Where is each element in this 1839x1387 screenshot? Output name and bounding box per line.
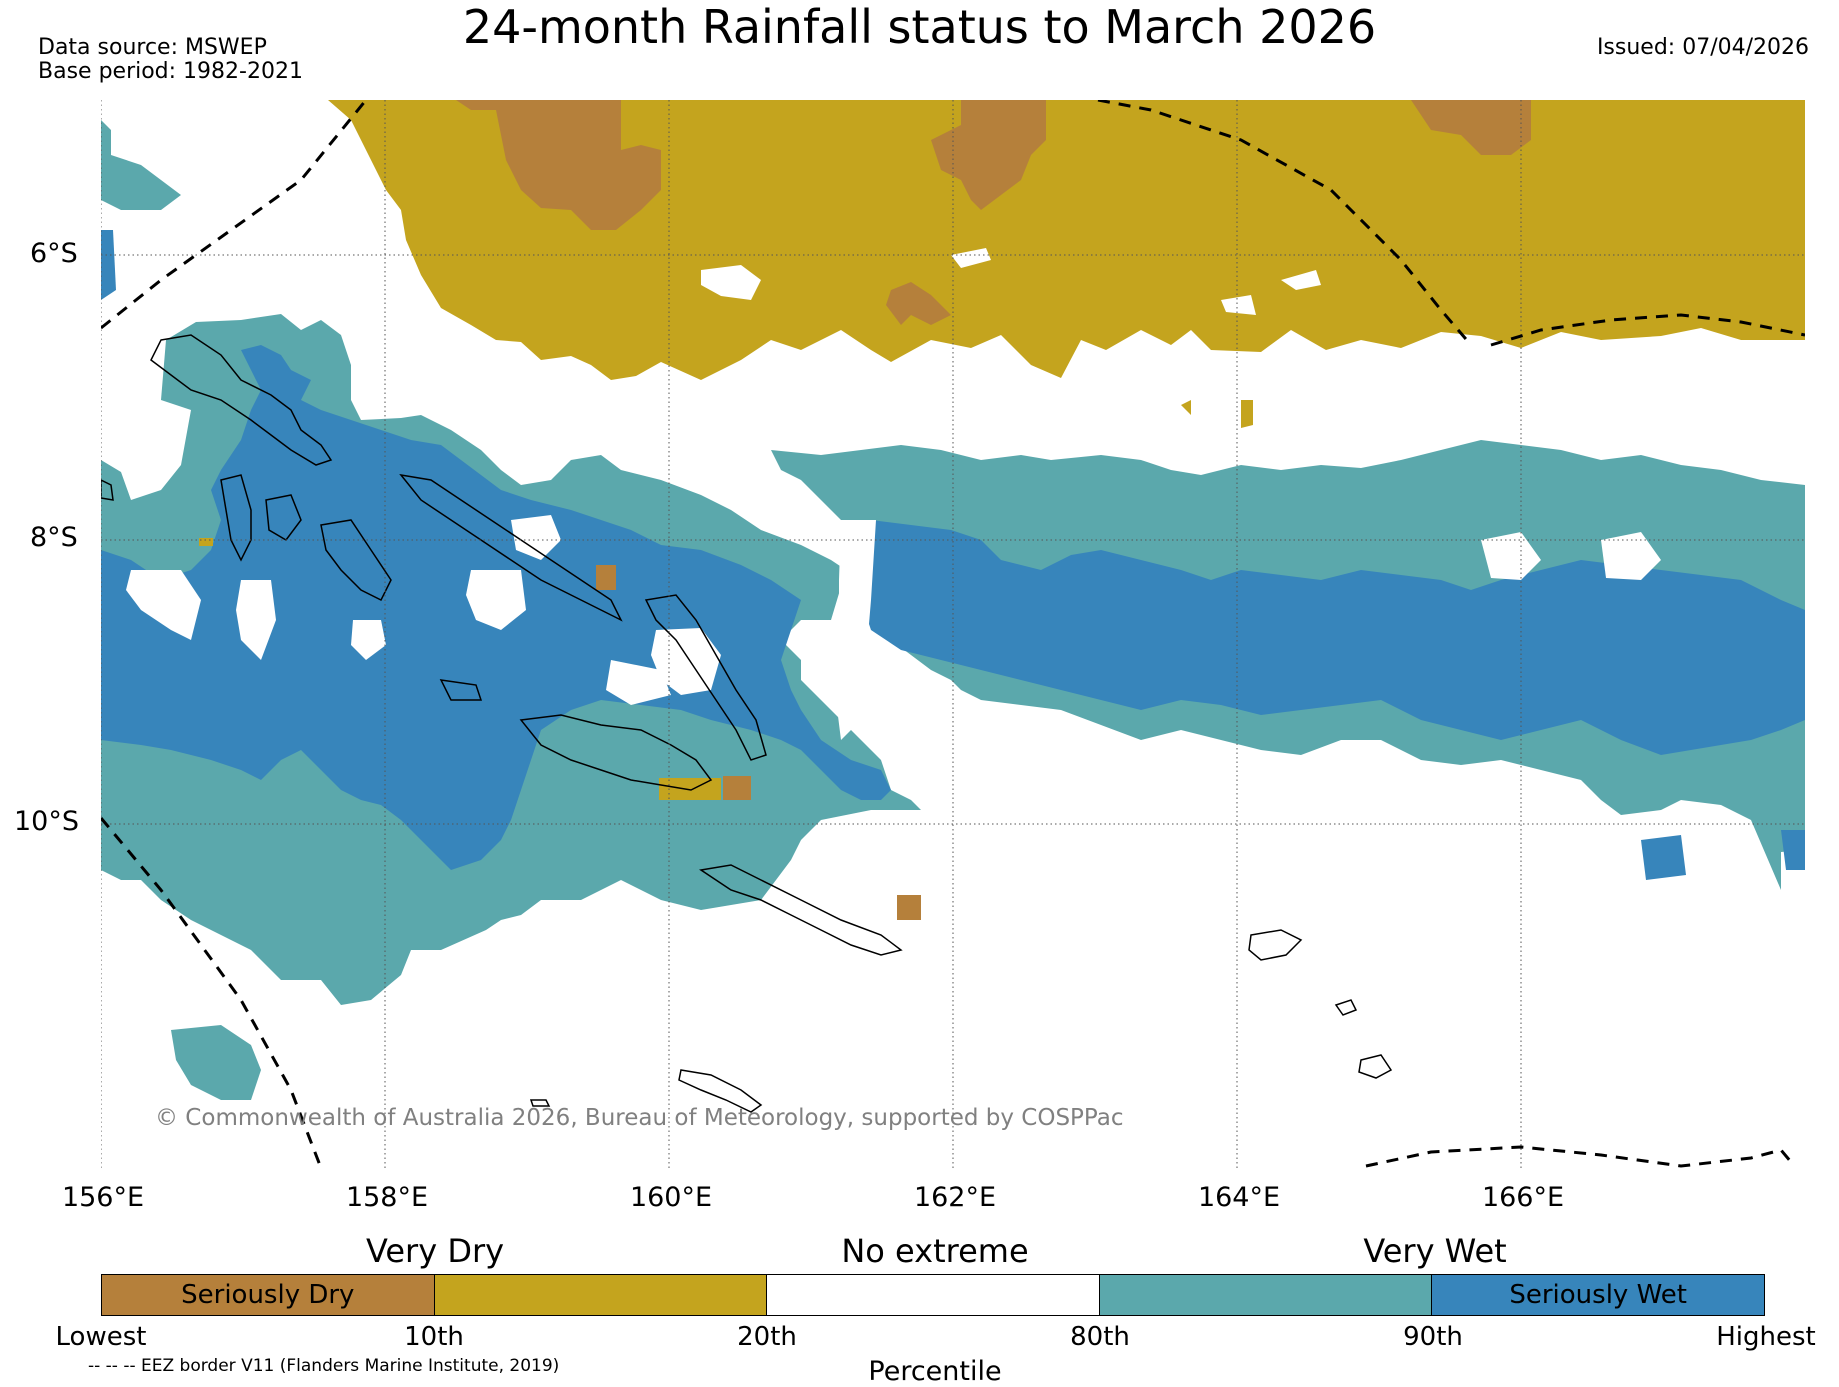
base-period-label: Base period: 1982-2021 — [38, 59, 303, 84]
y-tick-10s: 10°S — [14, 806, 79, 837]
legend-bound-lowest: Lowest — [55, 1322, 147, 1352]
seriously-dry-region — [1411, 100, 1531, 155]
legend-segment-seriously-dry: Seriously Dry — [102, 1275, 435, 1315]
x-tick-164e: 164°E — [1197, 1182, 1281, 1213]
legend-bound-highest: Highest — [1716, 1322, 1816, 1352]
gridlines — [101, 100, 1805, 1168]
legend-segment-very-dry — [434, 1275, 768, 1315]
x-tick-166e: 166°E — [1481, 1182, 1565, 1213]
x-tick-158e: 158°E — [345, 1182, 429, 1213]
coastlines — [101, 334, 1393, 1113]
legend-segment-very-wet — [1099, 1275, 1433, 1315]
y-tick-8s: 8°S — [30, 522, 78, 553]
map-title: 24-month Rainfall status to March 2026 — [462, 0, 1377, 54]
seriously-wet-region — [841, 520, 1805, 755]
issued-date-label: Issued: 07/04/2026 — [1596, 35, 1809, 60]
legend-bound-80th: 80th — [1070, 1322, 1130, 1352]
rainfall-map — [101, 100, 1805, 1168]
legend-category-very-wet: Very Wet — [1363, 1232, 1507, 1270]
seriously-dry-region — [931, 100, 1046, 210]
legend-bound-90th: 90th — [1403, 1322, 1463, 1352]
seriously-dry-region — [886, 282, 951, 325]
seriously-dry-region — [897, 895, 921, 920]
legend-bound-10th: 10th — [404, 1322, 464, 1352]
legend-segment-seriously-wet: Seriously Wet — [1432, 1275, 1764, 1315]
legend-category-no-extreme: No extreme — [841, 1232, 1029, 1270]
very-dry-region — [328, 100, 1805, 380]
seriously-dry-region — [596, 565, 616, 590]
percentile-axis-label: Percentile — [868, 1356, 1002, 1387]
seriously-dry-region — [456, 100, 661, 230]
seriously-dry-region — [723, 776, 751, 800]
x-tick-162e: 162°E — [913, 1182, 997, 1213]
eez-border-note: -- -- -- EEZ border V11 (Flanders Marine… — [88, 1356, 560, 1376]
legend-category-very-dry: Very Dry — [365, 1232, 505, 1270]
copyright-notice: © Commonwealth of Australia 2026, Bureau… — [155, 1105, 1124, 1131]
x-tick-156e: 156°E — [61, 1182, 145, 1213]
legend-bound-20th: 20th — [737, 1322, 797, 1352]
x-tick-160e: 160°E — [629, 1182, 713, 1213]
legend-colorbar: Seriously Dry Seriously Wet — [101, 1274, 1765, 1316]
y-tick-6s: 6°S — [30, 238, 78, 269]
eez-border — [101, 100, 1805, 1168]
legend-segment-no-extreme — [767, 1275, 1100, 1315]
data-source-label: Data source: MSWEP — [38, 35, 267, 60]
